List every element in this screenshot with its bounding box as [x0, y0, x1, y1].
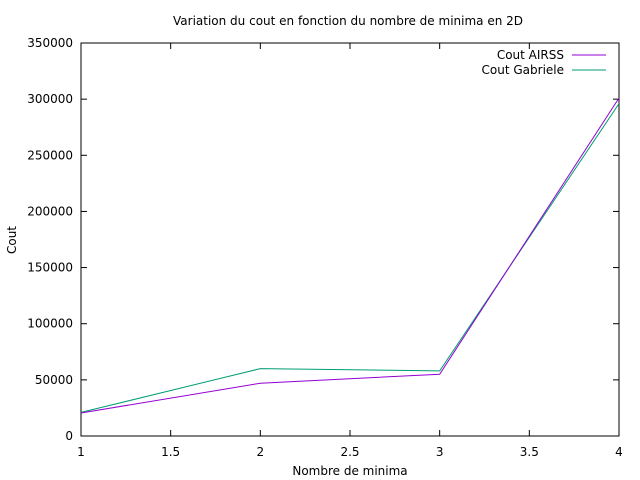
x-tick-label: 2	[257, 445, 265, 459]
x-tick-label: 4	[615, 445, 623, 459]
x-tick-label: 1	[77, 445, 85, 459]
chart-title: Variation du cout en fonction du nombre …	[173, 14, 523, 28]
x-tick-label: 3	[436, 445, 444, 459]
y-tick-label: 150000	[27, 261, 73, 275]
x-axis-label: Nombre de minima	[292, 464, 407, 478]
y-axis: 0 50000 100000 150000 200000 250000 300000 3500…	[27, 36, 619, 443]
x-axis: 1 1.5 2 2.5 3 3.5 4	[77, 43, 623, 459]
y-tick-label: 0	[65, 429, 73, 443]
legend-label: Cout Gabriele	[482, 63, 564, 77]
series-line-cout-gabriele	[80, 103, 620, 413]
plot-area-border	[80, 42, 620, 437]
y-tick-label: 100000	[27, 317, 73, 331]
legend-label: Cout AIRSS	[497, 48, 564, 62]
x-tick-label: 1.5	[161, 445, 180, 459]
series-line-cout-airss	[80, 97, 620, 414]
series-layer	[80, 97, 620, 414]
y-tick-label: 300000	[27, 92, 73, 106]
y-tick-label: 350000	[27, 36, 73, 50]
y-tick-label: 200000	[27, 204, 73, 218]
y-tick-label: 50000	[35, 373, 73, 387]
y-axis-label: Cout	[5, 226, 19, 254]
x-tick-label: 2.5	[340, 445, 359, 459]
x-tick-label: 3.5	[520, 445, 539, 459]
y-tick-label: 250000	[27, 148, 73, 162]
